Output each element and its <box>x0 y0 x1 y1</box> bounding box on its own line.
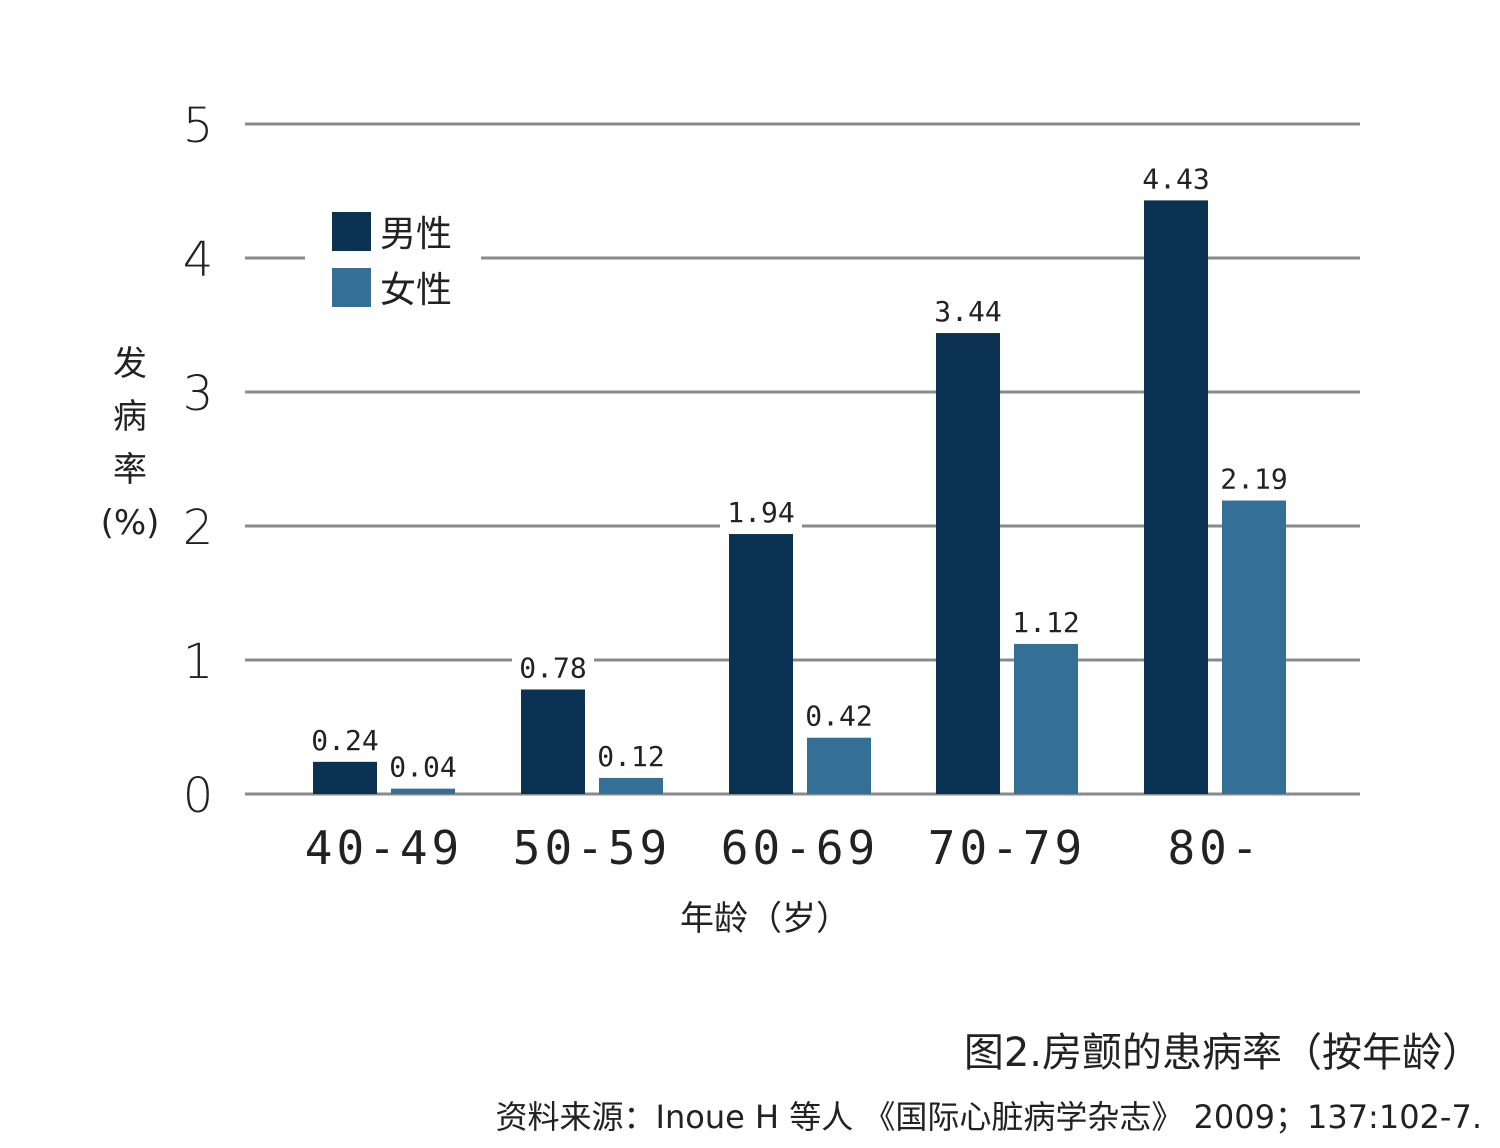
value-label: 0.42 <box>805 700 872 733</box>
y-axis-label-char: 病 <box>113 397 147 437</box>
bar-male-40-49 <box>313 761 377 794</box>
value-label: 0.24 <box>311 724 378 757</box>
y-axis-label-char: 发 <box>113 344 147 384</box>
value-label-bg <box>512 647 594 684</box>
bar-male-50-59 <box>521 689 585 794</box>
value-label-bg <box>304 719 386 756</box>
bar-female-40-49 <box>391 788 455 794</box>
value-label-bg <box>1213 458 1295 495</box>
value-label: 0.78 <box>519 651 586 684</box>
value-label-bg <box>382 746 464 783</box>
value-labels: 0.24 0.04 0.78 0.12 1.94 0.42 3.44 1.12 4.43 2.19 <box>304 158 1295 784</box>
figure-caption: 图2.房颤的患病率（按年龄） <box>963 1030 1482 1076</box>
x-tick-label: 80- <box>1167 821 1262 875</box>
y-tick-label: 2 <box>183 500 214 556</box>
y-tick-labels: 0 1 2 3 4 5 <box>183 98 214 824</box>
x-tick-label: 40-49 <box>305 821 463 875</box>
x-axis-label: 年龄（岁） <box>680 899 850 939</box>
bar-male-60-69 <box>729 534 793 794</box>
x-tick-label: 50-59 <box>513 821 671 875</box>
value-label-bg <box>1005 601 1087 638</box>
y-tick-label: 1 <box>183 634 214 690</box>
bar-female-50-59 <box>599 777 663 794</box>
x-tick-label: 70-79 <box>928 821 1086 875</box>
value-label: 0.04 <box>389 751 456 784</box>
value-label-bg <box>1135 158 1217 195</box>
x-tick-labels: 40-49 50-59 60-69 70-79 80- <box>305 821 1262 875</box>
y-axis-label-unit: (%) <box>100 503 160 543</box>
legend-label-male: 男性 <box>380 214 452 255</box>
y-axis-label: 发 病 率 (%) <box>95 338 165 550</box>
bar-female-70-79 <box>1014 643 1078 794</box>
y-axis-label-char: 率 <box>113 450 147 490</box>
value-label: 2.19 <box>1220 463 1287 496</box>
value-label-bg <box>720 492 802 529</box>
value-label: 0.12 <box>597 740 664 773</box>
legend-swatch-female <box>332 268 371 307</box>
bar-female-80- <box>1222 500 1286 794</box>
legend-swatch-male <box>332 212 371 251</box>
source-citation: 资料来源：Inoue H 等人 《国际心脏病学杂志》 2009；137:102-… <box>495 1098 1482 1136</box>
bar-male-70-79 <box>936 333 1000 794</box>
bar-male-80- <box>1144 200 1208 794</box>
y-tick-label: 3 <box>183 366 214 422</box>
bars <box>313 200 1286 794</box>
value-label: 4.43 <box>1142 162 1209 195</box>
y-tick-label: 5 <box>183 98 214 154</box>
value-label: 1.94 <box>727 496 794 529</box>
x-tick-label: 60-69 <box>721 821 879 875</box>
y-tick-label: 4 <box>183 232 214 288</box>
value-label-bg <box>798 695 880 732</box>
legend-label-female: 女性 <box>380 270 452 311</box>
value-label-bg <box>927 291 1009 328</box>
value-label: 1.12 <box>1012 606 1079 639</box>
bar-female-60-69 <box>807 737 871 794</box>
value-label-bg <box>590 735 672 772</box>
y-tick-label: 0 <box>183 768 214 824</box>
value-label: 3.44 <box>934 295 1001 328</box>
